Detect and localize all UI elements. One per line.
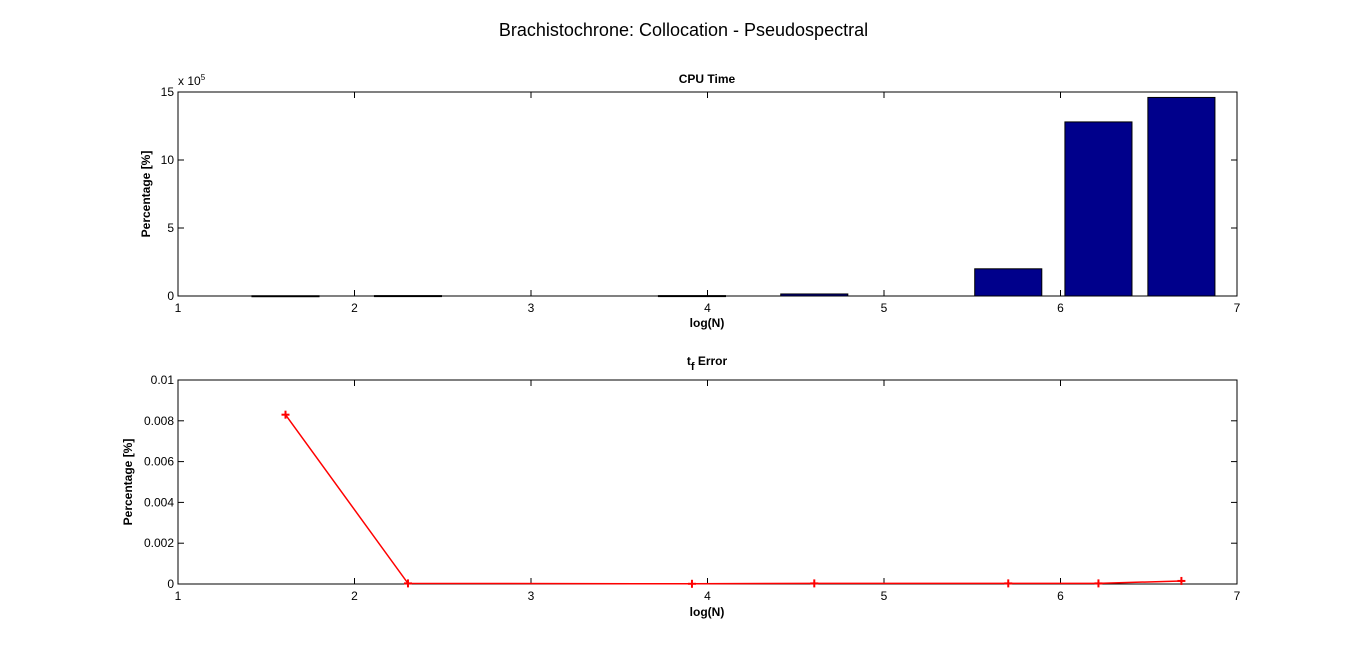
cpu-time-ytick-label: 15 <box>161 85 175 99</box>
tf-error-axes: tf Error 1 2 3 4 5 6 7 0 0.002 0.004 0.006 0.008 0.0… <box>121 354 1241 619</box>
tf-error-xtick-label: 7 <box>1234 589 1241 603</box>
tf-error-ytick-label: 0.01 <box>151 373 175 387</box>
tf-error-xtick-label: 4 <box>704 589 711 603</box>
tf-error-marker <box>687 579 696 588</box>
tf-error-ytick-label: 0.004 <box>144 495 174 509</box>
tf-error-xlabel: log(N) <box>690 605 725 619</box>
cpu-time-xtick-label: 5 <box>881 301 888 315</box>
tf-error-title: tf Error <box>687 354 728 373</box>
tf-error-marker <box>810 579 819 588</box>
tf-error-axes-box <box>177 379 1238 585</box>
tf-error-xtick-label: 2 <box>351 589 358 603</box>
cpu-time-title: CPU Time <box>679 72 736 86</box>
tf-error-ytick-label: 0 <box>167 577 174 591</box>
cpu-time-ytick-label: 0 <box>167 289 174 303</box>
cpu-time-xtick-label: 3 <box>528 301 535 315</box>
cpu-time-xtick-label: 2 <box>351 301 358 315</box>
cpu-time-ytick-label: 5 <box>167 221 174 235</box>
tf-error-ytick-label: 0.008 <box>144 414 174 428</box>
tf-error-xtick-label: 1 <box>175 589 182 603</box>
cpu-time-axes: CPU Time x 105 1 2 3 4 5 6 7 0 5 10 15 log(N) Perc… <box>139 72 1241 330</box>
cpu-time-bar <box>1147 96 1216 297</box>
cpu-time-ylabel: Percentage [%] <box>139 151 153 238</box>
tf-error-line <box>284 414 1182 585</box>
tf-error-xtick-label: 5 <box>881 589 888 603</box>
cpu-time-ytick-label: 10 <box>161 153 175 167</box>
tf-error-xtick-label: 6 <box>1057 589 1064 603</box>
cpu-time-xlabel: log(N) <box>690 316 725 330</box>
tf-error-marker <box>403 579 412 588</box>
tf-error-marker <box>281 410 290 419</box>
cpu-time-xtick-label: 4 <box>704 301 711 315</box>
figure-title: Brachistochrone: Collocation - Pseudospe… <box>498 20 869 40</box>
tf-error-series <box>281 410 1186 588</box>
tf-error-marker <box>1004 579 1013 588</box>
tf-error-ytick-label: 0.006 <box>144 455 174 469</box>
cpu-time-ticks: 1 2 3 4 5 6 7 0 5 10 15 <box>161 85 1241 315</box>
tf-error-xtick-label: 3 <box>528 589 535 603</box>
tf-error-ylabel: Percentage [%] <box>121 439 135 526</box>
cpu-time-xtick-label: 7 <box>1234 301 1241 315</box>
cpu-time-bars <box>251 96 1216 298</box>
tf-error-marker <box>1177 576 1186 585</box>
tf-error-ytick-label: 0.002 <box>144 536 174 550</box>
cpu-time-bar <box>1064 121 1133 297</box>
cpu-time-xtick-label: 6 <box>1057 301 1064 315</box>
tf-error-marker <box>1094 579 1103 588</box>
tf-error-ticks: 1 2 3 4 5 6 7 0 0.002 0.004 0.006 0.008 0.01 <box>144 373 1241 603</box>
y-multiplier: x 105 <box>178 73 206 88</box>
cpu-time-xtick-label: 1 <box>175 301 182 315</box>
cpu-time-bar <box>974 268 1043 297</box>
